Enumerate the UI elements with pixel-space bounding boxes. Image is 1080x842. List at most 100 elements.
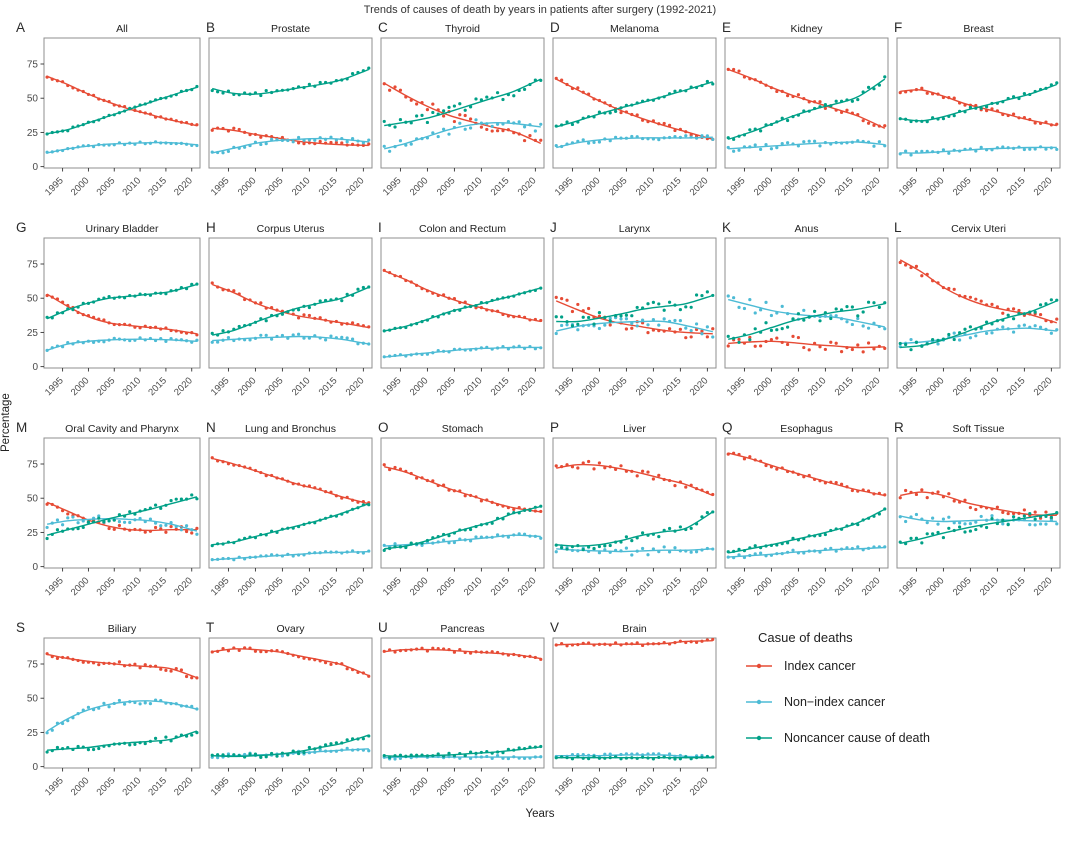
svg-text:2015: 2015 (661, 575, 684, 598)
svg-text:2015: 2015 (833, 575, 856, 598)
panel-letter: E (722, 20, 732, 35)
svg-text:2010: 2010 (634, 175, 657, 198)
panel-letter: C (378, 20, 388, 35)
svg-text:2010: 2010 (462, 775, 485, 798)
panel-colon-and-rectum: I Colon and Rectum 1995 2000 2005 2010 2015 202… (376, 220, 548, 425)
panel-plot-oral-cavity-and-pharynx: 1995 2000 2005 2010 2015 2020 0 25 50 75 (27, 437, 201, 598)
svg-text:2005: 2005 (95, 375, 118, 398)
panel-header: U Pancreas (376, 620, 548, 636)
panel-oral-cavity-and-pharynx: M Oral Cavity and Pharynx 1995 2000 2005 2010… (14, 420, 204, 625)
panel-title: Lung and Bronchus (244, 423, 337, 435)
panel-letter: R (894, 420, 904, 435)
legend-item-noncancer-cause: Noncancer cause of death (744, 731, 1074, 745)
svg-text:2015: 2015 (489, 175, 512, 198)
svg-text:2015: 2015 (661, 175, 684, 198)
panel-title: Ovary (276, 623, 305, 635)
svg-text:2010: 2010 (290, 575, 313, 598)
panel-title: Anus (794, 223, 819, 235)
svg-text:2010: 2010 (120, 575, 143, 598)
svg-text:2015: 2015 (1005, 575, 1028, 598)
panel-header: M Oral Cavity and Pharynx (14, 420, 204, 436)
svg-text:50: 50 (27, 694, 39, 705)
svg-text:2010: 2010 (634, 375, 657, 398)
svg-text:2010: 2010 (462, 375, 485, 398)
panel-header: V Brain (548, 620, 720, 636)
svg-text:1995: 1995 (209, 775, 232, 798)
svg-text:2020: 2020 (688, 775, 711, 798)
panel-letter: K (722, 220, 732, 235)
panel-larynx: J Larynx 1995 2000 2005 2010 2015 2020 (548, 220, 720, 425)
svg-text:1995: 1995 (43, 375, 66, 398)
panel-header: E Kidney (720, 20, 892, 36)
svg-text:2015: 2015 (317, 575, 340, 598)
panel-title: Urinary Bladder (85, 223, 159, 235)
panel-anus: K Anus 1995 2000 2005 2010 2015 2020 (720, 220, 892, 425)
svg-text:1995: 1995 (553, 575, 576, 598)
svg-text:2010: 2010 (634, 775, 657, 798)
panel-title: Cervix Uteri (951, 223, 1006, 235)
svg-text:2015: 2015 (146, 175, 169, 198)
svg-text:2010: 2010 (120, 375, 143, 398)
panel-plot-larynx: 1995 2000 2005 2010 2015 2020 (552, 237, 717, 398)
svg-text:2020: 2020 (344, 775, 367, 798)
panel-kidney: E Kidney 1995 2000 2005 2010 2015 2020 (720, 20, 892, 225)
svg-text:2005: 2005 (779, 375, 802, 398)
panel-title: Kidney (790, 23, 823, 35)
legend-label: Noncancer cause of death (784, 731, 930, 745)
panel-header: L Cervix Uteri (892, 220, 1064, 236)
svg-text:2000: 2000 (69, 175, 92, 198)
panel-letter: U (378, 620, 388, 635)
svg-text:2005: 2005 (607, 175, 630, 198)
svg-text:2015: 2015 (1005, 175, 1028, 198)
panel-grid: A All 1995 2000 2005 2010 2015 2020 0 25 50 75 B Pros… (14, 20, 1080, 820)
svg-text:25: 25 (27, 128, 39, 139)
panel-header: B Prostate (204, 20, 376, 36)
legend-key-line-icon (746, 735, 772, 741)
svg-text:2015: 2015 (661, 375, 684, 398)
panel-row-1: A All 1995 2000 2005 2010 2015 2020 0 25 50 75 B Pros… (14, 20, 1080, 220)
svg-text:25: 25 (27, 728, 39, 739)
svg-text:2000: 2000 (408, 175, 431, 198)
svg-text:2000: 2000 (924, 375, 947, 398)
svg-text:75: 75 (27, 460, 39, 471)
svg-text:2015: 2015 (146, 575, 169, 598)
panel-melanoma: D Melanoma 1995 2000 2005 2010 2015 2020 (548, 20, 720, 225)
panel-title: Liver (623, 423, 646, 435)
svg-text:1995: 1995 (43, 175, 66, 198)
svg-text:2000: 2000 (924, 175, 947, 198)
panel-letter: M (16, 420, 28, 435)
svg-text:2000: 2000 (580, 575, 603, 598)
svg-text:50: 50 (27, 494, 39, 505)
panel-plot-lung-and-bronchus: 1995 2000 2005 2010 2015 2020 (208, 437, 373, 598)
svg-text:50: 50 (27, 94, 39, 105)
panel-row-2: G Urinary Bladder 1995 2000 2005 2010 2015 2020… (14, 220, 1080, 420)
svg-text:2005: 2005 (95, 775, 118, 798)
svg-text:2000: 2000 (408, 575, 431, 598)
svg-text:2000: 2000 (752, 575, 775, 598)
panel-header: P Liver (548, 420, 720, 436)
panel-plot-all: 1995 2000 2005 2010 2015 2020 0 25 50 75 (27, 37, 201, 198)
svg-text:2010: 2010 (978, 375, 1001, 398)
svg-text:1995: 1995 (381, 775, 404, 798)
panel-plot-anus: 1995 2000 2005 2010 2015 2020 (724, 237, 889, 398)
panel-header: H Corpus Uterus (204, 220, 376, 236)
legend-key-line-icon (746, 663, 772, 669)
panel-breast: F Breast 1995 2000 2005 2010 2015 2020 (892, 20, 1064, 225)
svg-text:2020: 2020 (1032, 375, 1055, 398)
panel-letter: F (894, 20, 903, 35)
svg-text:2005: 2005 (607, 375, 630, 398)
panel-plot-cervix-uteri: 1995 2000 2005 2010 2015 2020 (896, 237, 1061, 398)
panel-title: Colon and Rectum (419, 223, 506, 235)
panel-title: Esophagus (780, 423, 833, 435)
panel-header: I Colon and Rectum (376, 220, 548, 236)
svg-text:2020: 2020 (516, 775, 539, 798)
svg-text:2005: 2005 (435, 575, 458, 598)
panel-pancreas: U Pancreas 1995 2000 2005 2010 2015 2020 (376, 620, 548, 825)
panel-plot-ovary: 1995 2000 2005 2010 2015 2020 (208, 637, 373, 798)
svg-text:2020: 2020 (1032, 175, 1055, 198)
svg-text:75: 75 (27, 260, 39, 271)
svg-text:2005: 2005 (951, 575, 974, 598)
svg-text:2010: 2010 (806, 575, 829, 598)
panel-header: Q Esophagus (720, 420, 892, 436)
